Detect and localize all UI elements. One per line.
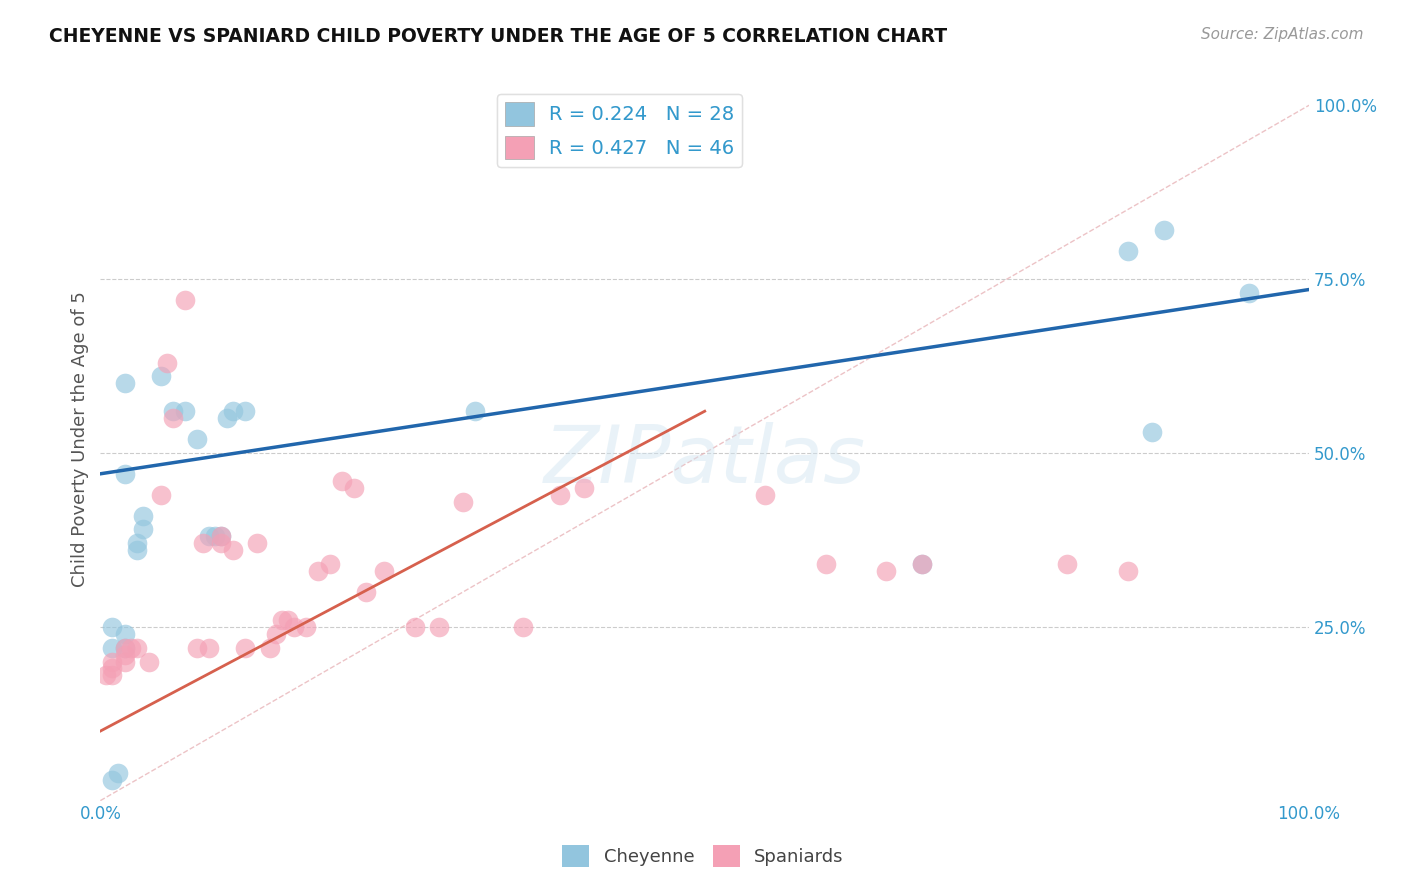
Text: ZIPatlas: ZIPatlas [544,422,866,500]
Point [114,655,136,669]
Point [343,481,366,495]
Point [209,536,232,550]
Point [101,655,124,669]
Point [404,620,426,634]
Point [572,481,595,495]
Point [149,488,172,502]
Legend: Cheyenne, Spaniards: Cheyenne, Spaniards [555,838,851,874]
Point [131,508,153,523]
Point [101,620,124,634]
Point [114,640,136,655]
Point [114,648,136,662]
Text: CHEYENNE VS SPANIARD CHILD POVERTY UNDER THE AGE OF 5 CORRELATION CHART: CHEYENNE VS SPANIARD CHILD POVERTY UNDER… [49,27,948,45]
Point [174,404,197,418]
Point [101,661,124,675]
Point [464,404,486,418]
Point [330,474,353,488]
Point [1140,425,1163,439]
Point [283,620,305,634]
Point [259,640,281,655]
Point [156,355,179,369]
Point [101,668,124,682]
Point [235,404,257,418]
Point [174,293,197,307]
Point [138,655,160,669]
Point [911,558,934,572]
Point [125,543,148,558]
Point [427,620,450,634]
Point [120,640,142,655]
Point [295,620,318,634]
Point [186,432,208,446]
Legend: R = 0.224   N = 28, R = 0.427   N = 46: R = 0.224 N = 28, R = 0.427 N = 46 [496,95,742,167]
Point [1153,223,1175,237]
Point [814,558,837,572]
Point [107,765,129,780]
Point [209,529,232,543]
Point [198,529,221,543]
Point [754,488,776,502]
Point [911,558,934,572]
Point [125,640,148,655]
Point [246,536,269,550]
Point [114,467,136,481]
Point [512,620,534,634]
Point [217,411,239,425]
Point [149,369,172,384]
Point [356,585,378,599]
Text: Source: ZipAtlas.com: Source: ZipAtlas.com [1201,27,1364,42]
Point [1056,558,1078,572]
Point [373,564,395,578]
Point [101,640,124,655]
Point [277,613,299,627]
Point [451,494,474,508]
Point [101,772,124,787]
Y-axis label: Child Poverty Under the Age of 5: Child Poverty Under the Age of 5 [72,291,89,587]
Point [222,543,245,558]
Point [222,404,245,418]
Point [125,536,148,550]
Point [264,626,287,640]
Point [319,558,342,572]
Point [114,640,136,655]
Point [162,411,184,425]
Point [114,376,136,391]
Point [548,488,571,502]
Point [131,523,153,537]
Point [209,529,232,543]
Point [270,613,292,627]
Point [1116,564,1139,578]
Point [307,564,329,578]
Point [186,640,208,655]
Point [114,626,136,640]
Point [204,529,226,543]
Point [191,536,214,550]
Point [1237,285,1260,300]
Point [162,404,184,418]
Point [198,640,221,655]
Point [875,564,897,578]
Point [1116,244,1139,259]
Point [96,668,118,682]
Point [235,640,257,655]
